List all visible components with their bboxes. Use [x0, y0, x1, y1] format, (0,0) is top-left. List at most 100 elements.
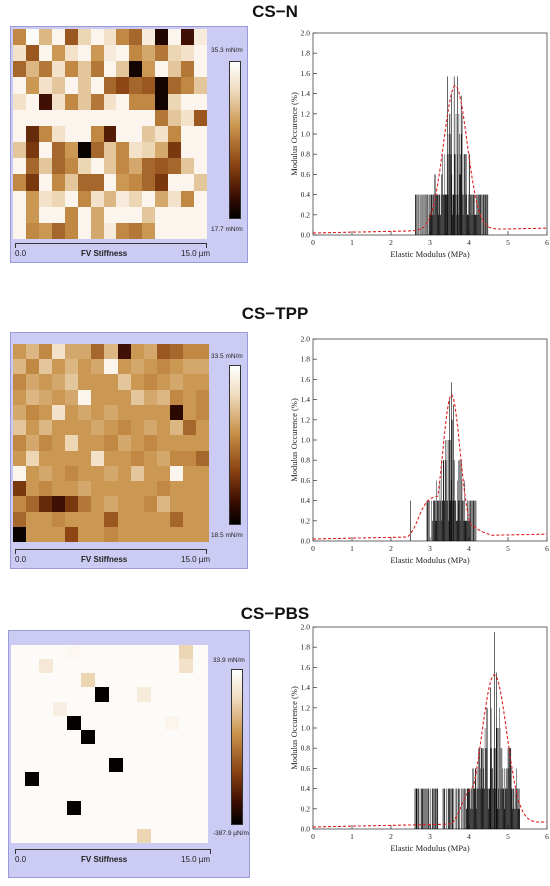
- map-pixel: [67, 729, 82, 745]
- map-pixel: [137, 715, 152, 731]
- map-pixel: [77, 93, 92, 111]
- map-pixel: [65, 389, 79, 406]
- map-pixel: [52, 389, 66, 406]
- map-pixel: [142, 61, 156, 78]
- map-pixel: [67, 800, 82, 816]
- map-pixel: [77, 109, 92, 127]
- map-pixel: [116, 190, 130, 208]
- map-pixel: [143, 526, 158, 543]
- map-pixel: [77, 222, 92, 240]
- map-axis-start-label: 0.0: [15, 855, 27, 864]
- map-pixel: [181, 29, 195, 46]
- map-pixel: [168, 77, 182, 95]
- map-pixel: [193, 673, 208, 688]
- map-pixel: [156, 389, 171, 406]
- x-tick-label: 4: [467, 238, 471, 247]
- map-x-axis: [15, 549, 207, 550]
- map-pixel: [117, 344, 132, 360]
- map-pixel: [25, 687, 40, 703]
- map-pixel: [39, 758, 54, 773]
- map-pixel: [13, 526, 27, 543]
- x-tick-label: 1: [350, 544, 354, 553]
- map-pixel: [169, 359, 184, 375]
- map-pixel: [142, 29, 156, 46]
- map-pixel: [193, 729, 208, 745]
- map-pixel: [169, 404, 184, 421]
- map-pixel: [51, 29, 66, 46]
- map-pixel: [104, 404, 119, 421]
- map-pixel: [155, 61, 169, 78]
- map-pixel: [168, 29, 182, 46]
- color-scale-bar: [231, 669, 243, 825]
- map-pixel: [81, 772, 96, 787]
- map-pixel: [77, 29, 92, 46]
- map-pixel: [182, 389, 197, 406]
- map-pixel: [195, 344, 210, 360]
- map-pixel: [25, 29, 40, 46]
- map-pixel: [137, 744, 152, 759]
- color-scale-max-label: 35.3 mN/m: [211, 47, 243, 54]
- map-pixel: [103, 206, 117, 224]
- map-pixel: [116, 61, 130, 78]
- map-pixel: [52, 404, 66, 421]
- map-pixel: [104, 481, 119, 497]
- map-pixel: [104, 496, 119, 513]
- map-pixel: [25, 659, 40, 674]
- map-pixel: [90, 158, 105, 175]
- map-pixel: [78, 465, 92, 482]
- map-pixel: [95, 744, 110, 759]
- map-pixel: [195, 389, 210, 406]
- map-pixel: [103, 29, 117, 46]
- map-pixel: [137, 828, 152, 844]
- map-pixel: [143, 404, 158, 421]
- map-pixel: [95, 673, 110, 688]
- map-pixel: [39, 404, 53, 421]
- map-pixel: [53, 715, 68, 731]
- map-pixel: [90, 29, 105, 46]
- map-pixel: [51, 222, 66, 240]
- map-pixel: [81, 814, 96, 830]
- map-pixel: [130, 374, 145, 391]
- map-pixel: [38, 29, 53, 46]
- map-pixel: [151, 701, 166, 717]
- map-pixel: [65, 420, 79, 436]
- map-pixel: [81, 659, 96, 674]
- map-pixel: [169, 526, 184, 543]
- map-pixel: [26, 435, 40, 452]
- map-pixel: [137, 687, 152, 703]
- map-pixel: [182, 496, 197, 513]
- map-pixel: [91, 526, 105, 543]
- map-pixel: [25, 109, 40, 127]
- x-tick-label: 0: [311, 832, 315, 841]
- map-pixel: [64, 109, 79, 127]
- map-pixel: [195, 450, 210, 467]
- map-pixel: [25, 828, 40, 844]
- map-pixel: [182, 344, 197, 360]
- stiffness-map-panel-cs-n: 35.3 mN/m 17.7 mN/m 0.0 FV Stiffness 15.…: [10, 26, 248, 263]
- map-pixel: [39, 772, 54, 787]
- map-pixel: [53, 814, 68, 830]
- map-pixel: [142, 206, 156, 224]
- map-pixel: [81, 715, 96, 731]
- map-pixel: [39, 659, 54, 674]
- map-pixel: [142, 158, 156, 175]
- y-tick-label: 0.6: [301, 764, 311, 773]
- map-pixel: [13, 344, 27, 360]
- map-x-axis: [15, 243, 207, 244]
- map-pixel: [165, 701, 180, 717]
- map-pixel: [25, 45, 40, 62]
- map-pixel: [25, 701, 40, 717]
- map-pixel: [169, 496, 184, 513]
- map-pixel: [65, 511, 79, 528]
- map-pixel: [195, 435, 210, 452]
- color-scale-min-label: -387.9 µN/m: [213, 830, 249, 837]
- map-pixel: [143, 359, 158, 375]
- map-pixel: [193, 701, 208, 717]
- map-pixel: [179, 687, 194, 703]
- y-tick-label: 0.0: [301, 231, 311, 240]
- map-pixel: [116, 93, 130, 111]
- map-pixel: [52, 359, 66, 375]
- map-pixel: [151, 715, 166, 731]
- map-pixel: [67, 715, 82, 731]
- y-tick-label: 1.2: [301, 703, 311, 712]
